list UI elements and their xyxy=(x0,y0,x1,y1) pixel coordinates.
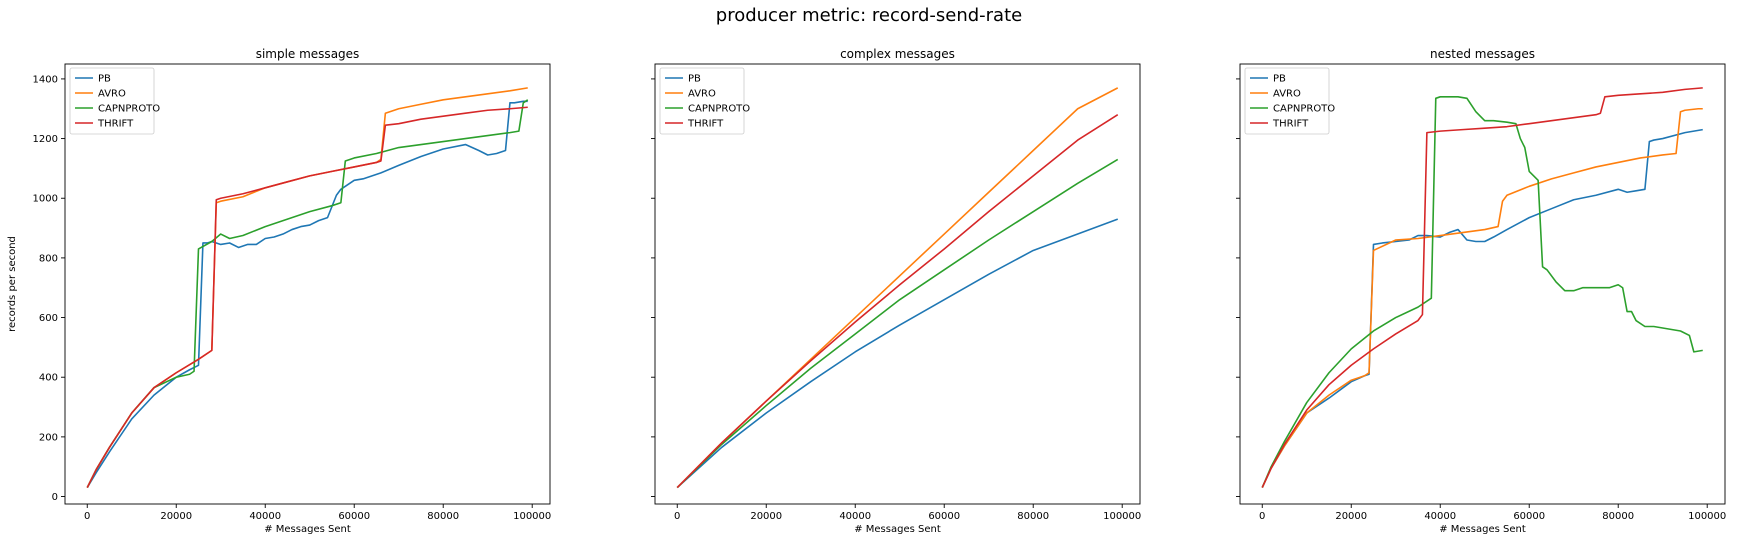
series-line-capnproto xyxy=(86,99,529,488)
legend-label-pb: PB xyxy=(688,74,701,85)
series-line-thrift xyxy=(1261,87,1703,488)
legend-label-thrift: THRIFT xyxy=(687,119,724,130)
legend: PB AVRO CAPNPROTO THRIFT xyxy=(1244,67,1335,135)
y-tick-label: 400 xyxy=(39,373,58,384)
y-tick-label: 1400 xyxy=(33,74,58,85)
panel-title: complex messages xyxy=(840,47,955,61)
panel-2: 0 20000 40000 60000 80000 100000 nested messag… xyxy=(1236,47,1726,535)
x-tick-label: 40000 xyxy=(839,511,871,522)
x-tick-label: 0 xyxy=(674,511,680,522)
legend-label-thrift: THRIFT xyxy=(1272,119,1309,130)
y-tick-label: 200 xyxy=(39,432,58,443)
x-tick-label: 60000 xyxy=(1513,511,1545,522)
axes-frame xyxy=(654,63,1141,505)
series-line-thrift xyxy=(86,106,528,488)
series-line-capnproto xyxy=(1261,96,1703,488)
x-tick-label: 100000 xyxy=(1103,511,1141,522)
axes-frame xyxy=(64,63,551,505)
panel-0: 0 20000 40000 60000 80000 100000 0 200 400 600 800… xyxy=(7,47,551,535)
y-axis-label: records per second xyxy=(7,236,18,332)
y-tick-label: 600 xyxy=(39,313,58,324)
legend-label-avro: AVRO xyxy=(688,89,716,100)
x-tick-label: 20000 xyxy=(750,511,782,522)
panel-1: 0 20000 40000 60000 80000 100000 complex messa… xyxy=(651,47,1141,535)
x-axis-label: # Messages Sent xyxy=(854,524,941,535)
legend: PB AVRO CAPNPROTO THRIFT xyxy=(69,67,160,135)
x-tick-label: 60000 xyxy=(338,511,370,522)
x-tick-label: 0 xyxy=(1259,511,1265,522)
y-tick-label: 800 xyxy=(39,253,58,264)
series-line-capnproto xyxy=(676,158,1119,489)
legend-label-thrift: THRIFT xyxy=(97,119,134,130)
x-tick-label: 60000 xyxy=(928,511,960,522)
x-tick-label: 20000 xyxy=(1335,511,1367,522)
series-line-thrift xyxy=(676,114,1119,489)
series-line-pb xyxy=(676,218,1119,489)
x-axis-label: # Messages Sent xyxy=(264,524,351,535)
legend-label-capnproto: CAPNPROTO xyxy=(1273,104,1335,115)
x-tick-label: 100000 xyxy=(1688,511,1726,522)
legend: PB AVRO CAPNPROTO THRIFT xyxy=(659,67,750,135)
legend-label-capnproto: CAPNPROTO xyxy=(98,104,160,115)
legend-label-capnproto: CAPNPROTO xyxy=(688,104,750,115)
y-tick-label: 1200 xyxy=(33,134,58,145)
x-tick-label: 20000 xyxy=(160,511,192,522)
series-line-avro xyxy=(1261,107,1703,488)
x-tick-label: 40000 xyxy=(1424,511,1456,522)
y-tick-label: 1000 xyxy=(33,194,58,205)
legend-label-pb: PB xyxy=(1273,74,1286,85)
legend-box xyxy=(69,67,155,135)
x-tick-label: 80000 xyxy=(427,511,459,522)
series-line-pb xyxy=(86,100,528,489)
legend-label-pb: PB xyxy=(98,74,111,85)
legend-box xyxy=(659,67,745,135)
legend-box xyxy=(1244,67,1330,135)
figure-title: producer metric: record-send-rate xyxy=(716,5,1022,26)
y-tick-label: 0 xyxy=(52,492,58,503)
x-tick-label: 100000 xyxy=(513,511,551,522)
x-tick-label: 80000 xyxy=(1017,511,1049,522)
panel-title: simple messages xyxy=(256,47,360,61)
x-tick-label: 0 xyxy=(84,511,90,522)
axes-frame xyxy=(1239,63,1726,505)
legend-label-avro: AVRO xyxy=(98,89,126,100)
x-axis-label: # Messages Sent xyxy=(1439,524,1526,535)
legend-label-avro: AVRO xyxy=(1273,89,1301,100)
panel-title: nested messages xyxy=(1430,47,1535,61)
x-tick-label: 40000 xyxy=(249,511,281,522)
plot-area xyxy=(1240,64,1725,504)
x-tick-label: 80000 xyxy=(1602,511,1634,522)
